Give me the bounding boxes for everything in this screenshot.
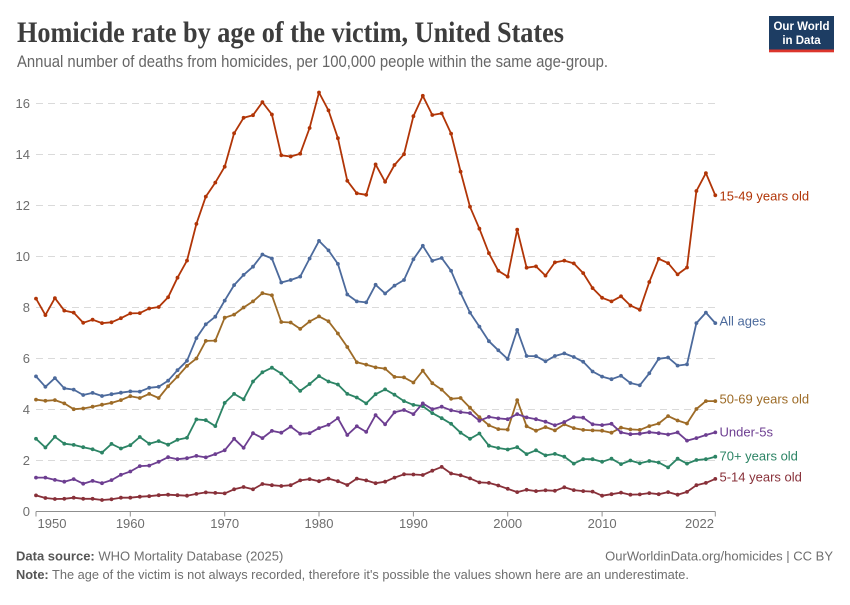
svg-text:Annual number of deaths from h: Annual number of deaths from homicides, … — [17, 53, 608, 71]
svg-text:8: 8 — [23, 300, 30, 315]
svg-text:1960: 1960 — [116, 516, 145, 531]
svg-text:1950: 1950 — [38, 516, 67, 531]
svg-text:15-49 years old: 15-49 years old — [720, 189, 810, 204]
svg-text:12: 12 — [16, 198, 30, 213]
svg-text:Data source: WHO Mortality Dat: Data source: WHO Mortality Database (202… — [16, 549, 283, 564]
svg-text:6: 6 — [23, 351, 30, 366]
svg-text:2022: 2022 — [685, 516, 714, 531]
svg-text:OurWorldinData.org/homicides |: OurWorldinData.org/homicides | CC BY — [605, 549, 833, 564]
svg-text:2: 2 — [23, 453, 30, 468]
svg-text:2000: 2000 — [493, 516, 522, 531]
svg-text:50-69 years old: 50-69 years old — [720, 392, 810, 407]
svg-text:5-14 years old: 5-14 years old — [720, 470, 802, 485]
svg-text:4: 4 — [23, 402, 30, 417]
svg-text:Note: The age of the victim is: Note: The age of the victim is not alway… — [16, 567, 689, 582]
svg-text:14: 14 — [16, 147, 30, 162]
svg-text:Homicide rate by age of the vi: Homicide rate by age of the victim, Unit… — [17, 16, 564, 49]
svg-text:All ages: All ages — [720, 314, 767, 329]
svg-text:16: 16 — [16, 96, 30, 111]
svg-text:0: 0 — [23, 504, 30, 519]
svg-text:70+ years old: 70+ years old — [720, 449, 798, 464]
svg-text:1980: 1980 — [305, 516, 334, 531]
svg-text:Our World: Our World — [773, 21, 829, 33]
svg-text:Under-5s: Under-5s — [720, 425, 774, 440]
svg-text:10: 10 — [16, 249, 30, 264]
svg-text:1990: 1990 — [399, 516, 428, 531]
svg-text:in Data: in Data — [782, 35, 821, 47]
svg-text:1970: 1970 — [210, 516, 239, 531]
svg-text:2010: 2010 — [588, 516, 617, 531]
